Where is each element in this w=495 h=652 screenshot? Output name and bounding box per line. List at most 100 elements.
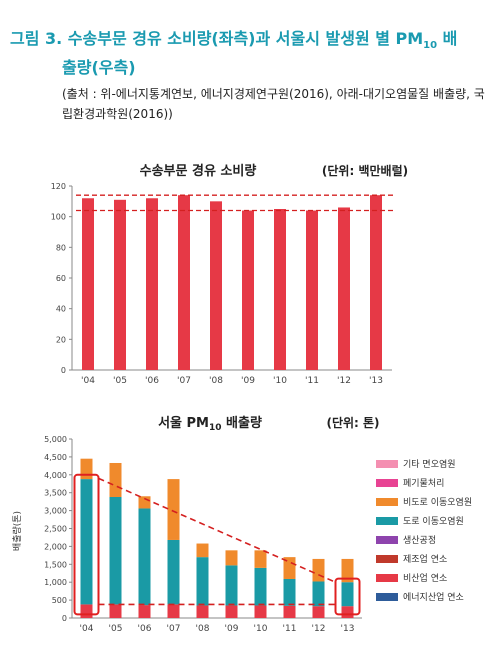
x-tick-label: '12	[337, 376, 351, 386]
bar-segment	[341, 582, 354, 607]
y-tick-label: 4,500	[44, 453, 67, 462]
trend-line	[98, 477, 336, 583]
x-tick-label: '08	[209, 376, 223, 386]
y-tick-label: 120	[51, 182, 66, 191]
figure-title-tail: 배	[437, 29, 458, 48]
y-tick-label: 20	[56, 335, 66, 344]
seoul-pm10-chart: 서울 PM10 배출량 (단위: 톤) 배출량(톤) 0 500 1,000 1,50…	[11, 415, 472, 634]
bar-segment	[225, 605, 238, 618]
y-tick-label: 3,000	[44, 507, 67, 516]
bar	[306, 210, 318, 370]
legend-swatch	[376, 555, 398, 563]
y-tick-label: 3,500	[44, 489, 67, 498]
x-tick-label: '08	[196, 624, 210, 634]
legend-swatch	[376, 460, 398, 468]
bar	[114, 199, 126, 370]
bar-segment	[196, 557, 209, 606]
x-tick-label: '09	[241, 376, 255, 386]
y-tick-label: 5,000	[44, 435, 67, 444]
bar-segment	[254, 605, 267, 618]
chart-unit-label: (단위: 백만배럴)	[322, 163, 408, 178]
bar-segment	[80, 604, 93, 618]
figure-title-cont: 출량(우측)	[62, 58, 136, 78]
legend-label: 비산업 연소	[403, 573, 447, 584]
y-tick-label: 0	[62, 614, 67, 623]
legend-label: 비도로 이동오염원	[403, 497, 472, 508]
legend-swatch	[376, 517, 398, 525]
legend-label: 제조업 연소	[403, 554, 447, 565]
y-tick-label: 1,000	[44, 578, 67, 587]
x-tick-label: '04	[80, 624, 94, 634]
y-tick-label: 1,500	[44, 560, 67, 569]
x-tick-label: '05	[113, 376, 127, 386]
bar	[146, 198, 158, 370]
x-tick-label: '13	[341, 624, 355, 634]
legend-swatch	[376, 574, 398, 582]
x-tick-label: '07	[167, 624, 181, 634]
x-tick-label: '11	[283, 624, 297, 634]
bar-segment	[312, 558, 325, 582]
y-axis-label: 배출량(톤)	[11, 511, 23, 551]
legend-swatch	[376, 593, 398, 601]
bar-segment	[167, 479, 180, 540]
bar-segment	[225, 550, 238, 566]
x-tick-label: '06	[145, 376, 159, 386]
bar-segment	[341, 558, 354, 583]
y-tick-label: 0	[61, 366, 66, 375]
bar	[274, 209, 286, 370]
bar	[82, 198, 94, 370]
legend-label: 기타 면오염원	[403, 459, 456, 470]
figure-title: 그림 3. 수송부문 경유 소비량(좌측)과 서울시 발생원 별 PM10 배 …	[10, 28, 490, 79]
figure-title-sub: 10	[423, 40, 438, 52]
bar-segment	[109, 496, 122, 605]
x-tick-label: '13	[369, 376, 383, 386]
legend-label: 에너지산업 연소	[403, 592, 464, 603]
y-tick-label: 60	[56, 274, 66, 283]
bar	[370, 195, 382, 370]
bar-segment	[283, 605, 296, 618]
bar-segment	[225, 565, 238, 606]
x-tick-label: '05	[109, 624, 123, 634]
x-tick-label: '04	[81, 376, 95, 386]
legend-swatch	[376, 536, 398, 544]
diesel-consumption-chart: 수송부문 경유 소비량 (단위: 백만배럴) 0 20 40 60 80 100 120 '0…	[51, 163, 408, 386]
bar-segment	[312, 581, 325, 607]
legend-swatch	[376, 498, 398, 506]
x-tick-label: '09	[225, 624, 239, 634]
bar	[242, 210, 254, 370]
bar-segment	[341, 606, 354, 618]
y-tick-label: 4,000	[44, 471, 67, 480]
bar	[338, 207, 350, 370]
bar-segment	[167, 604, 180, 618]
bar-segment	[196, 605, 209, 618]
y-tick-label: 100	[51, 213, 66, 222]
x-tick-label: '10	[273, 376, 287, 386]
figure-title-main: 그림 3. 수송부문 경유 소비량(좌측)과 서울시 발생원 별 PM	[10, 29, 424, 48]
x-tick-label: '06	[138, 624, 152, 634]
chart-unit-label: (단위: 톤)	[326, 415, 379, 430]
x-tick-label: '10	[254, 624, 268, 634]
y-tick-label: 500	[52, 596, 67, 605]
y-tick-label: 80	[56, 243, 66, 252]
x-tick-label: '11	[305, 376, 319, 386]
figure-source: (출처 : 위-에너지통계연보, 에너지경제연구원(2016), 아래-대기오염…	[62, 87, 485, 121]
legend-label: 도로 이동오염원	[403, 516, 464, 527]
x-tick-label: '07	[177, 376, 191, 386]
y-tick-label: 2,000	[44, 542, 67, 551]
y-tick-label: 2,500	[44, 525, 67, 534]
bar-segment	[167, 539, 180, 605]
bar-segment	[80, 458, 93, 480]
legend-label: 생산공정	[403, 535, 436, 546]
bar-segment	[254, 550, 267, 568]
bar-segment	[312, 606, 325, 618]
highlight-box	[334, 577, 361, 616]
bar-segment	[138, 605, 151, 618]
y-tick-label: 40	[56, 305, 66, 314]
bar	[210, 201, 222, 370]
bar-segment	[80, 479, 93, 605]
bar-segment	[196, 543, 209, 558]
bar-segment	[283, 578, 296, 606]
bar-segment	[109, 604, 122, 618]
x-tick-label: '12	[312, 624, 326, 634]
bar-segment	[109, 462, 122, 497]
